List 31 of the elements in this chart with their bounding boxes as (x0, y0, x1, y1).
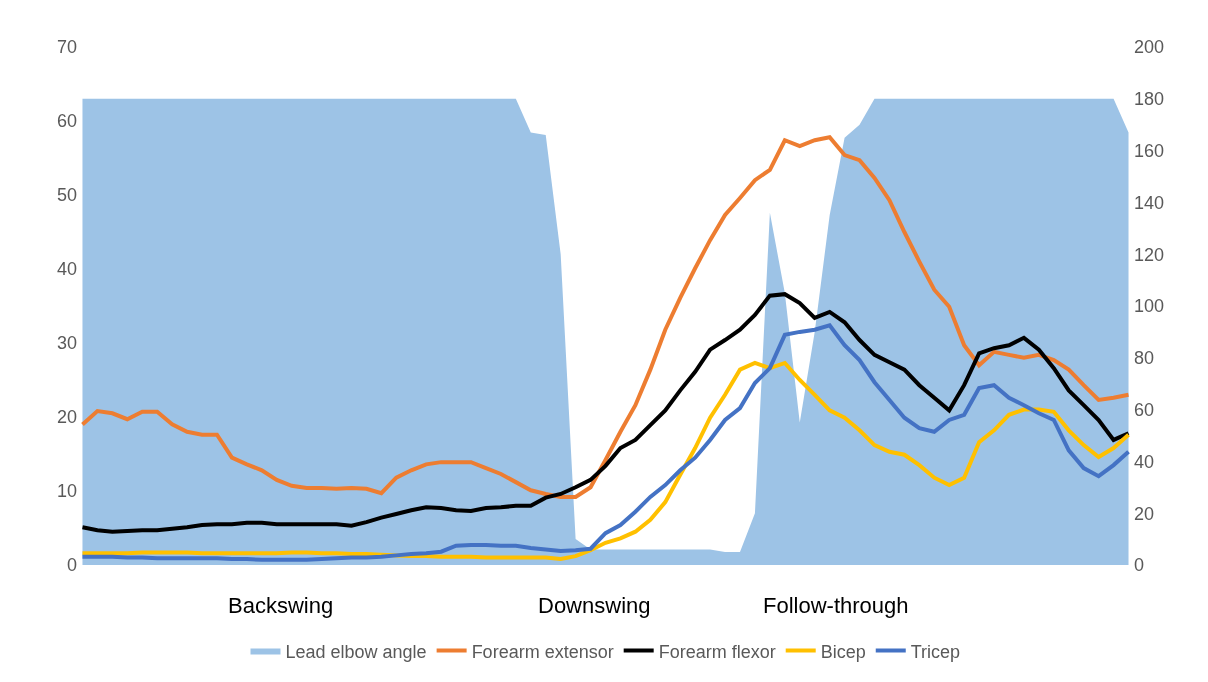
y2-tick-label: 20 (1134, 503, 1155, 524)
y2-tick-label: 140 (1134, 192, 1165, 213)
y2-tick-label: 80 (1134, 348, 1155, 369)
y-tick-label: 10 (56, 481, 77, 502)
legend-label: Forearm flexor (658, 641, 776, 662)
legend-label: Bicep (820, 641, 866, 662)
y-tick-label: 20 (56, 407, 77, 428)
y2-tick-label: 40 (1134, 451, 1155, 472)
y-tick-label: 40 (56, 259, 77, 280)
legend-label: Lead elbow angle (285, 641, 427, 662)
y2-tick-label: 180 (1134, 89, 1165, 110)
legend-label: Tricep (910, 641, 961, 662)
y2-tick-label: 120 (1134, 244, 1165, 265)
line-series (80, 292, 1131, 534)
line-series (80, 135, 1131, 499)
y-tick-label: 60 (56, 111, 77, 132)
y2-tick-label: 100 (1134, 296, 1165, 317)
y-tick-label: 30 (56, 333, 77, 354)
text: Downswing (538, 593, 651, 618)
y2-tick-label: 160 (1134, 140, 1165, 161)
y-tick-label: 70 (56, 37, 77, 58)
line-series (80, 323, 1131, 562)
legend-label: Forearm extensor (471, 641, 614, 662)
y2-tick-label: 0 (1134, 555, 1145, 576)
line-series (80, 360, 1131, 562)
text: Follow-through (763, 593, 909, 618)
y2-tick-label: 200 (1134, 37, 1165, 58)
text: Backswing (228, 593, 334, 618)
y2-tick-label: 60 (1134, 399, 1155, 420)
y-tick-label: 50 (56, 185, 77, 206)
y-tick-label: 0 (66, 555, 77, 576)
